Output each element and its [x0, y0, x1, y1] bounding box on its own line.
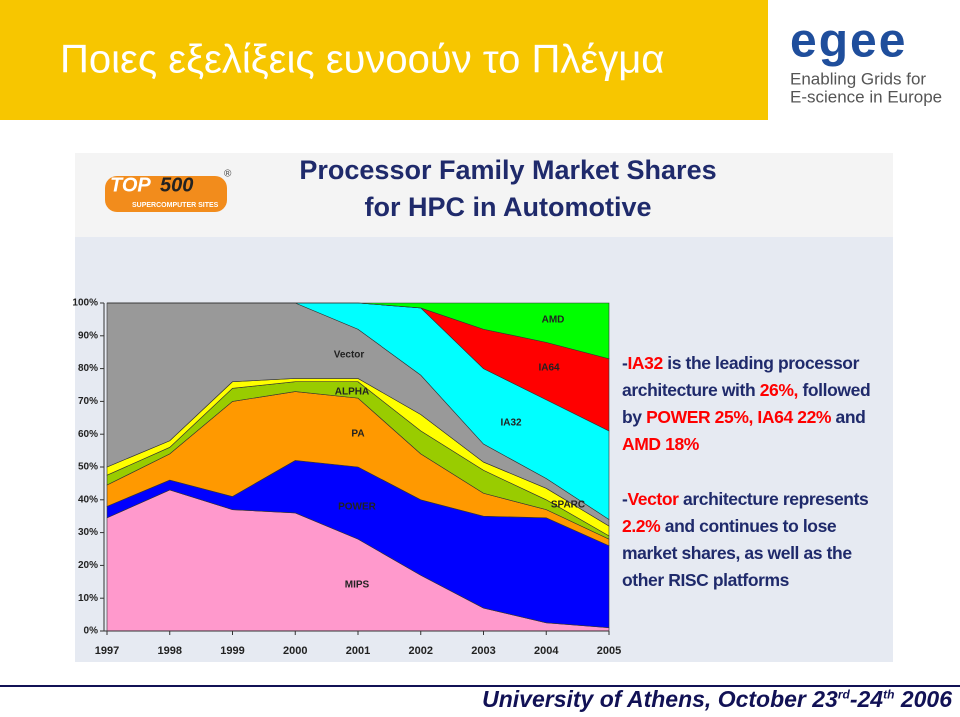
series-label: IA32 [500, 418, 522, 429]
y-tick-label: 0% [84, 626, 99, 637]
note-text: IA32 [627, 353, 663, 373]
y-tick-label: 50% [78, 462, 98, 473]
y-tick-label: 40% [78, 494, 98, 505]
note-text: and continues to lose market shares, as … [622, 516, 852, 590]
badge [105, 176, 227, 212]
series-label: Vector [334, 350, 365, 361]
x-tick-label: 1998 [158, 645, 182, 657]
y-tick-label: 80% [78, 363, 98, 374]
note-text: is the leading processor architecture wi… [622, 353, 859, 400]
series-label: AMD [542, 315, 565, 326]
footer-text: University of Athens, October 23 [482, 686, 838, 712]
note-text: - [622, 489, 628, 509]
note-text: architecture represents [678, 489, 869, 509]
note-text: 26%, [759, 380, 799, 400]
series-label: ALPHA [335, 387, 369, 398]
x-tick-label: 1999 [220, 645, 244, 657]
note-text: and [831, 407, 866, 427]
series-label: IA64 [538, 363, 560, 374]
header-bar [0, 0, 768, 120]
slide-title: Ποιες εξελίξεις ευνοούν το Πλέγμα [60, 38, 664, 82]
note: -IA32 is the leading processor architect… [622, 350, 894, 458]
y-tick-label: 60% [78, 429, 98, 440]
x-tick-label: 1997 [95, 645, 119, 657]
x-tick-label: 2002 [409, 645, 433, 657]
chart-title: for HPC in Automotive [365, 192, 652, 222]
note-text: 2.2% [622, 516, 661, 536]
series-label: SPARC [551, 500, 585, 511]
footer-text: 2006 [894, 686, 952, 712]
y-tick-label: 100% [72, 298, 98, 309]
badge-text: SUPERCOMPUTER SITES [132, 202, 219, 209]
note-text: AMD 18% [622, 434, 699, 454]
badge-text: ® [224, 169, 232, 180]
x-tick-label: 2005 [597, 645, 621, 657]
y-tick-label: 70% [78, 396, 98, 407]
y-tick-label: 90% [78, 330, 98, 341]
y-tick-label: 10% [78, 593, 98, 604]
series-label: PA [351, 429, 364, 440]
note-text: - [622, 353, 628, 373]
series-label: MIPS [345, 580, 370, 591]
tagline: E-science in Europe [790, 87, 942, 106]
notes: -IA32 is the leading processor architect… [622, 350, 894, 622]
footer-text: th [883, 687, 895, 702]
note-text: POWER 25%, IA64 22% [646, 407, 832, 427]
note-text: followed by [622, 380, 871, 427]
footer-text: -24 [849, 686, 884, 712]
badge-text: TOP [110, 174, 151, 196]
footer-text: rd [837, 687, 850, 702]
x-tick-label: 2003 [471, 645, 495, 657]
badge-text: 500 [160, 174, 193, 196]
note: -Vector architecture represents 2.2% and… [622, 486, 894, 594]
series-label: POWER [338, 502, 377, 513]
y-tick-label: 20% [78, 560, 98, 571]
x-tick-label: 2001 [346, 645, 370, 657]
area [107, 302, 610, 360]
x-tick-label: 2004 [534, 645, 559, 657]
footer: University of Athens, October 23rd-24th … [482, 686, 952, 713]
logo: egee [790, 15, 907, 68]
note-text: Vector [627, 489, 679, 509]
tagline: Enabling Grids for [790, 69, 926, 88]
chart-title: Processor Family Market Shares [299, 155, 716, 185]
x-tick-label: 2000 [283, 645, 307, 657]
y-tick-label: 30% [78, 527, 98, 538]
